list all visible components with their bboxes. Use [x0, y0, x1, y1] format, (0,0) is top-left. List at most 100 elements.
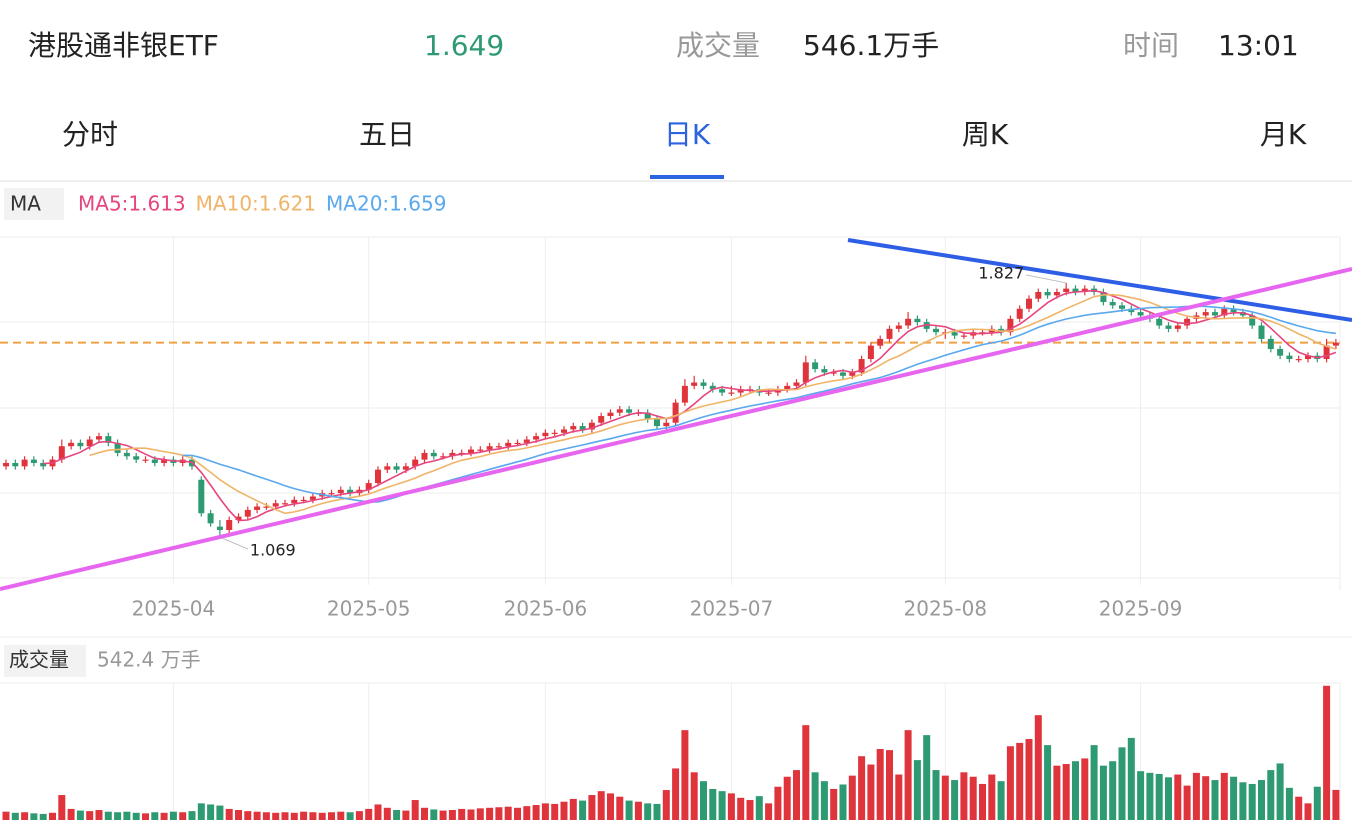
volume-bar: [1044, 745, 1052, 820]
candle-body: [709, 385, 716, 390]
candle-body: [1305, 355, 1311, 360]
candle-body: [1295, 359, 1302, 361]
ma-title: MA: [10, 192, 41, 216]
volume-bar: [588, 795, 596, 820]
volume-bar: [104, 811, 112, 820]
volume-bar: [272, 812, 280, 820]
candle-body: [77, 442, 84, 447]
candle-body: [347, 489, 354, 494]
volume-bar: [216, 805, 224, 820]
candle-body: [309, 496, 316, 500]
candle-body: [607, 412, 614, 417]
volume-label: 成交量: [676, 29, 760, 62]
volume-bar: [523, 806, 531, 820]
volume-bar: [634, 801, 642, 820]
volume-bar: [1081, 758, 1089, 820]
volume-bar: [1267, 770, 1275, 820]
volume-bar: [1323, 685, 1331, 820]
candle-body: [282, 503, 288, 505]
volume-bar: [318, 812, 326, 820]
tab[interactable]: 周K: [962, 118, 1009, 151]
candle-body: [402, 466, 409, 470]
volume-bar: [1332, 789, 1340, 820]
candle-body: [1258, 325, 1265, 339]
volume-bar: [1165, 777, 1172, 820]
candle-body: [244, 509, 251, 517]
volume-bar: [895, 774, 903, 820]
candle-body: [616, 409, 623, 413]
low-leader: [219, 536, 249, 550]
volume-bar: [644, 803, 652, 820]
candle-body: [58, 446, 65, 460]
volume-bar: [858, 756, 866, 820]
candle-body: [1053, 291, 1060, 296]
volume-bar: [718, 791, 726, 820]
candle-body: [1286, 355, 1293, 360]
candle-body: [1174, 325, 1181, 329]
candle-body: [468, 449, 474, 453]
tab[interactable]: 分时: [62, 118, 118, 151]
candle-body: [858, 359, 865, 373]
candle-body: [477, 449, 484, 451]
volume-bar: [151, 812, 159, 820]
candle-body: [1137, 312, 1144, 316]
volume-bar: [932, 770, 940, 820]
candle-body: [300, 499, 307, 502]
ma-legend: MA20:1.659: [326, 192, 446, 216]
candle-body: [207, 513, 214, 524]
volume-bar: [541, 803, 549, 820]
candle-body: [765, 392, 772, 394]
candle-body: [1100, 291, 1107, 303]
volume-bar: [830, 788, 838, 820]
volume-bar: [300, 811, 308, 820]
volume-bar: [560, 801, 568, 820]
volume-bar: [328, 812, 335, 820]
volume-bar: [997, 781, 1005, 820]
time-value: 13:01: [1218, 29, 1299, 62]
volume-bar: [207, 804, 215, 820]
volume-bar: [579, 800, 587, 820]
candle-body: [914, 318, 921, 323]
volume-last: 542.4 万手: [97, 648, 201, 672]
candle-body: [561, 429, 567, 433]
volume-bar: [365, 808, 373, 820]
volume-bar: [737, 797, 745, 820]
candle-body: [495, 446, 502, 448]
volume-bar: [783, 776, 791, 820]
volume-bar: [95, 810, 103, 820]
ma-line: [43, 289, 1337, 522]
x-tick-label: 2025-05: [327, 597, 411, 621]
volume-bar: [755, 796, 763, 820]
candle-body: [951, 332, 958, 336]
candle-body: [719, 389, 726, 393]
fund-name: 港股通非银ETF: [28, 29, 219, 62]
volume-bar: [11, 812, 19, 820]
candle-body: [105, 436, 112, 443]
volume-bar: [1285, 787, 1293, 820]
volume-bar: [188, 811, 196, 820]
volume-bar: [969, 776, 977, 820]
volume-bar: [458, 808, 466, 820]
candle-body: [198, 479, 205, 514]
volume-bar: [960, 772, 968, 820]
tab[interactable]: 日K: [664, 118, 711, 151]
volume-bar: [653, 803, 661, 820]
candle-body: [533, 436, 540, 440]
volume-bar: [1016, 742, 1024, 820]
volume-bar: [1118, 747, 1126, 820]
candle-body: [151, 459, 158, 463]
high-label: 1.827: [978, 263, 1024, 282]
candle-body: [644, 412, 651, 420]
candle-body: [728, 392, 735, 394]
candle-body: [272, 503, 279, 507]
candle-body: [505, 442, 512, 447]
candle-body: [142, 459, 149, 461]
candle-body: [579, 426, 586, 430]
tab[interactable]: 五日: [359, 118, 415, 151]
tab[interactable]: 月K: [1260, 118, 1307, 151]
candle-body: [867, 345, 874, 360]
time-label: 时间: [1123, 29, 1179, 62]
volume-bar: [793, 770, 800, 820]
candle-body: [68, 442, 75, 447]
candle-body: [328, 493, 335, 495]
